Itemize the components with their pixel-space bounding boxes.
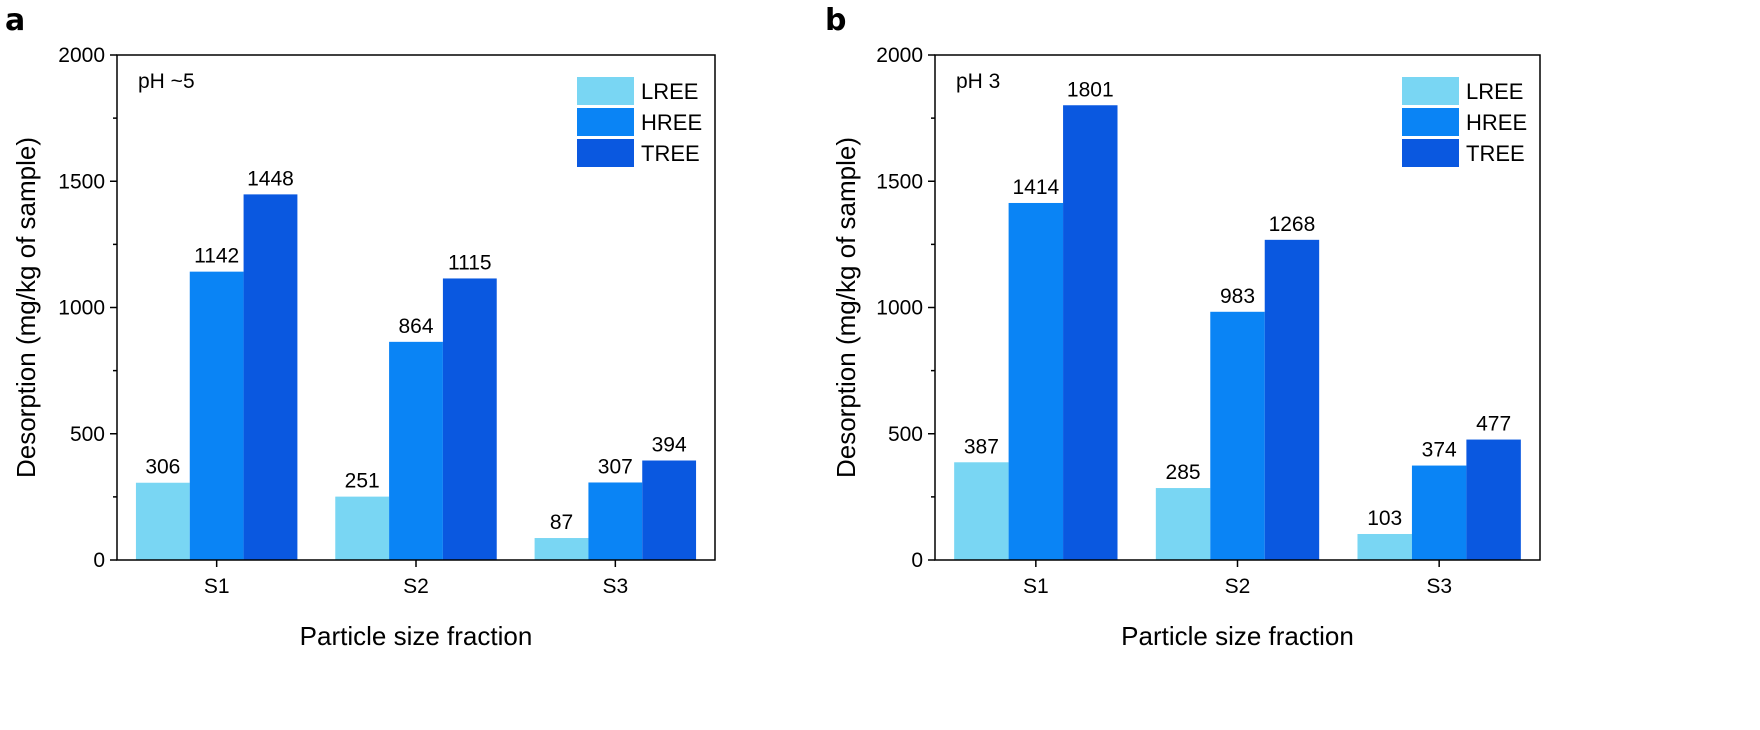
ph-annotation: pH 3 (956, 70, 1000, 93)
panel-letter: a (5, 3, 25, 38)
y-axis-title: Desorption (mg/kg of sample) (11, 137, 41, 478)
panel-letter: b (825, 3, 846, 38)
x-axis-title: Particle size fraction (300, 621, 533, 651)
data-label: 307 (598, 455, 633, 478)
y-tick-label: 500 (888, 423, 923, 446)
x-tick-label: S1 (204, 575, 230, 598)
data-label: 103 (1367, 507, 1402, 530)
bar-hree-s1 (1008, 202, 1064, 560)
data-label: 983 (1220, 285, 1255, 308)
legend-label: LREE (1466, 79, 1523, 104)
x-tick-label: S3 (602, 575, 628, 598)
x-tick-label: S2 (1225, 575, 1251, 598)
bar-hree-s2 (389, 341, 443, 560)
bar-lree-s1 (135, 482, 190, 560)
data-label: 1801 (1067, 78, 1114, 101)
bar-lree-s3 (534, 538, 589, 560)
legend-swatch-hree (1402, 108, 1459, 136)
bar-tree-s2 (442, 278, 497, 560)
data-label: 1448 (247, 167, 294, 190)
x-tick-label: S3 (1426, 575, 1452, 598)
data-label: 394 (652, 434, 687, 457)
legend-swatch-hree (577, 108, 634, 136)
y-tick-label: 2000 (58, 44, 105, 67)
data-label: 87 (550, 511, 573, 534)
data-label: 1414 (1012, 176, 1059, 199)
data-label: 285 (1166, 461, 1201, 484)
y-tick-label: 1500 (876, 170, 923, 193)
y-tick-label: 500 (70, 423, 105, 446)
data-label: 251 (345, 470, 380, 493)
bar-hree-s3 (1411, 465, 1467, 560)
legend-swatch-tree (1402, 139, 1459, 167)
legend-swatch-tree (577, 139, 634, 167)
data-label: 1142 (194, 245, 239, 268)
data-label: 387 (964, 435, 999, 458)
y-tick-label: 1500 (58, 170, 105, 193)
bar-hree-s3 (588, 482, 643, 560)
legend-label: HREE (641, 110, 702, 135)
y-tick-label: 0 (911, 549, 923, 572)
bar-tree-s3 (1466, 439, 1521, 560)
chart-panel-a: a 306 251 87 1142 864 307 1448 1115 394 0 500 1000 15… (5, 3, 716, 651)
bar-lree-s2 (335, 496, 390, 560)
data-label: 864 (398, 315, 433, 338)
bar-tree-s1 (1063, 105, 1118, 560)
legend-label: LREE (641, 79, 698, 104)
bar-tree-s3 (642, 460, 697, 560)
y-tick-label: 2000 (876, 44, 923, 67)
bar-tree-s2 (1264, 239, 1320, 560)
bar-hree-s2 (1210, 311, 1265, 560)
legend-swatch-lree (1402, 77, 1459, 105)
bar-lree-s1 (954, 462, 1009, 560)
data-label: 1268 (1269, 213, 1316, 236)
x-tick-label: S2 (403, 575, 429, 598)
legend-label: TREE (641, 141, 700, 166)
data-label: 1115 (448, 251, 492, 274)
x-tick-label: S1 (1023, 575, 1049, 598)
legend-label: TREE (1466, 141, 1525, 166)
ph-annotation: pH ~5 (138, 70, 195, 93)
chart-panel-b: b 387 285 103 1414 983 374 1801 1268 477 0 500 1000 1… (825, 3, 1541, 651)
bar-hree-s1 (189, 271, 244, 560)
y-axis-title: Desorption (mg/kg of sample) (831, 137, 861, 478)
data-label: 306 (145, 456, 180, 479)
y-tick-label: 1000 (876, 297, 923, 320)
y-tick-label: 1000 (58, 297, 105, 320)
x-axis-title: Particle size fraction (1121, 621, 1354, 651)
legend-label: HREE (1466, 110, 1527, 135)
bar-lree-s3 (1357, 533, 1412, 560)
y-tick-label: 0 (93, 549, 105, 572)
data-label: 374 (1422, 439, 1457, 462)
bar-tree-s1 (243, 194, 298, 560)
data-label: 477 (1476, 413, 1511, 436)
legend-swatch-lree (577, 77, 634, 105)
bar-lree-s2 (1155, 488, 1211, 560)
